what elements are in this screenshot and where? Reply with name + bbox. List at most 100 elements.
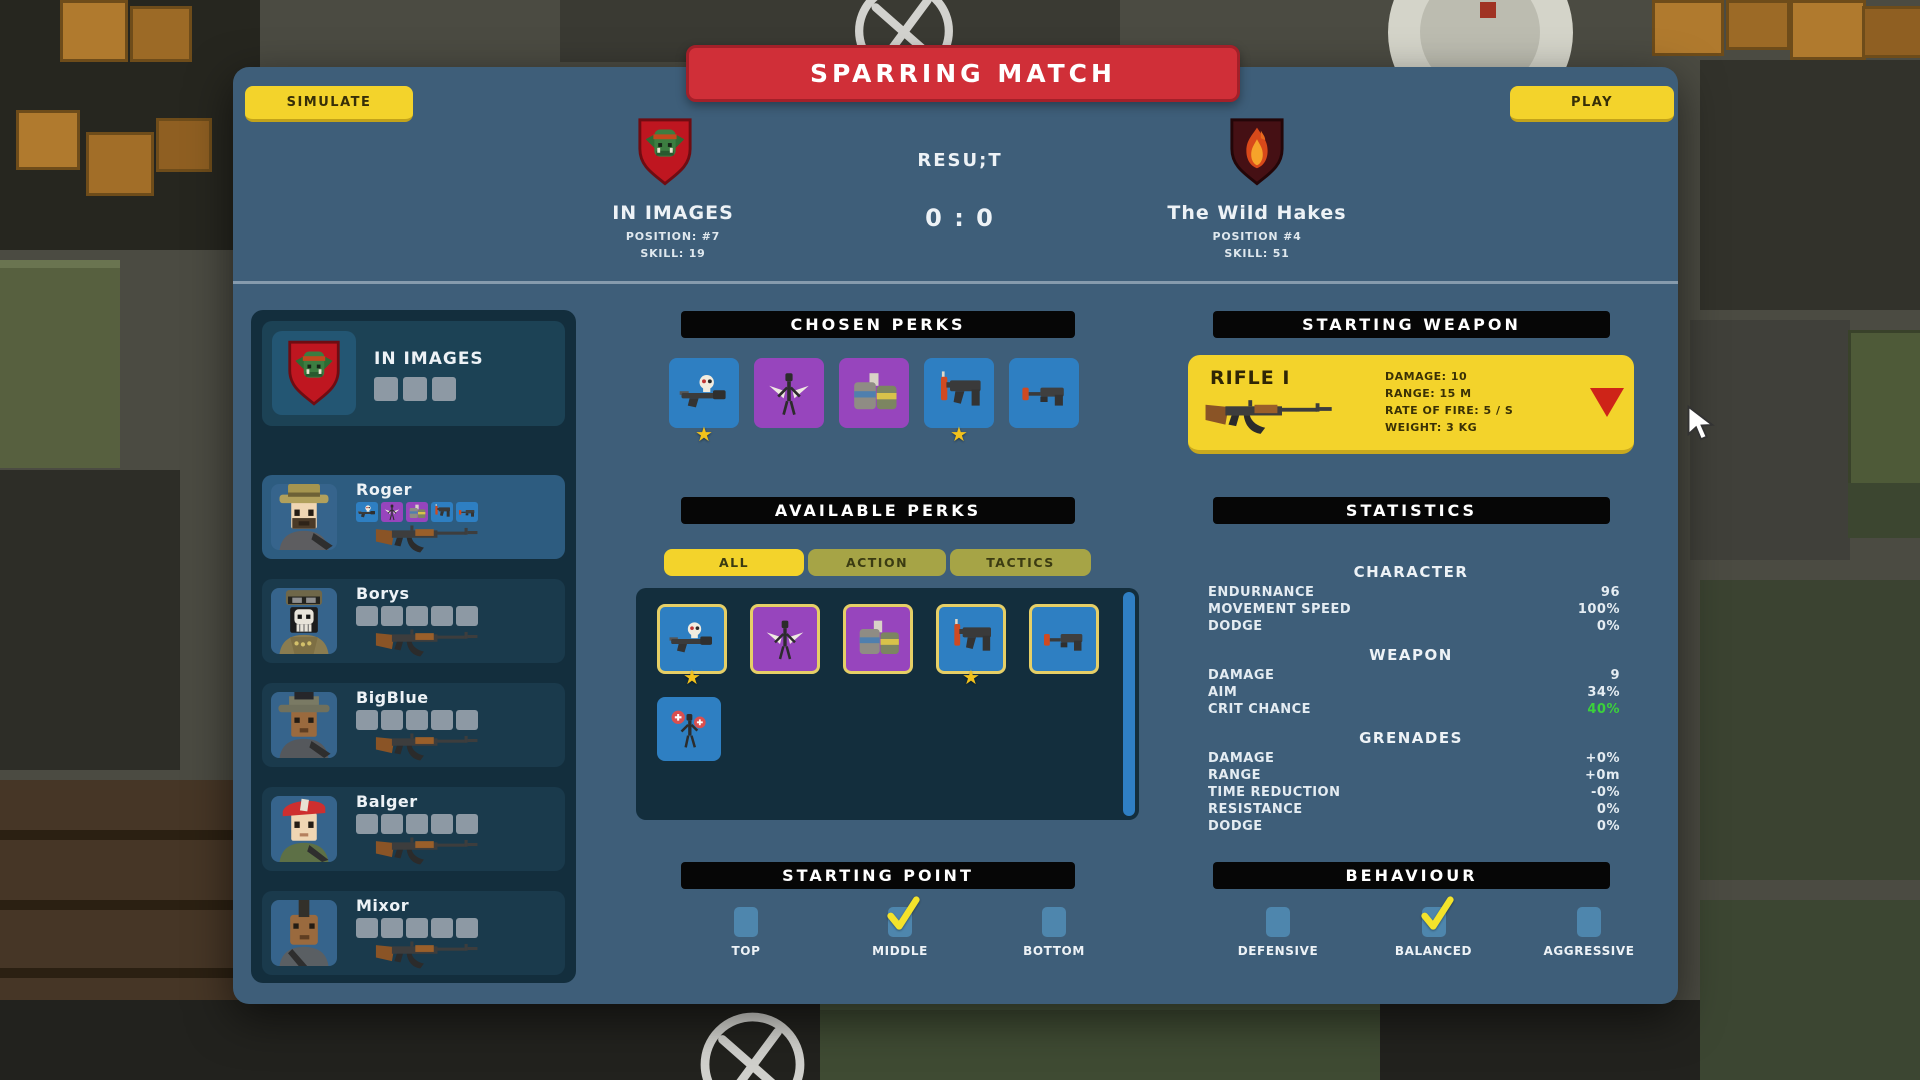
available-perks-panel: ★ ★ — [636, 588, 1139, 820]
crate — [1790, 0, 1866, 60]
perk-star-icon: ★ — [683, 665, 701, 689]
mini-perk-pistol-rocket — [456, 502, 478, 522]
stat-label: DAMAGE — [1208, 751, 1275, 766]
stat-row: TIME REDUCTION -0% — [1196, 784, 1626, 801]
perk-star-icon: ★ — [950, 422, 968, 446]
weapon-stat-weight: WEIGHT: 3 KG — [1385, 421, 1478, 434]
stat-value: 0% — [1596, 802, 1620, 817]
stat-label: CRIT CHANCE — [1208, 702, 1312, 717]
stat-row: DAMAGE 9 — [1196, 667, 1626, 684]
starting-weapon-card[interactable]: RIFLE I DAMAGE: 10 RANGE: 15 M RATE OF F… — [1188, 355, 1634, 454]
weapon-stat-rof: RATE OF FIRE: 5 / S — [1385, 404, 1514, 417]
building-right-bottom — [1700, 580, 1920, 880]
empty-perk-slot — [381, 814, 403, 834]
roster-row-bigblue[interactable]: BigBlue — [262, 683, 565, 767]
perk-tile-ammo-canisters[interactable] — [839, 358, 909, 428]
spray-symbol-bottom — [700, 1012, 805, 1080]
building-left — [0, 260, 120, 468]
stat-value: 34% — [1587, 685, 1620, 700]
checkbox-aggressive[interactable] — [1577, 907, 1601, 937]
option-label: TOP — [731, 944, 761, 958]
stat-value: 96 — [1600, 585, 1620, 600]
stat-row: AIM 34% — [1196, 684, 1626, 701]
ak-rifle-icon — [352, 731, 502, 763]
yard-bottom-right — [1700, 900, 1920, 1080]
stat-value: 9 — [1610, 668, 1620, 683]
page-title: SPARRING MATCH — [810, 59, 1116, 88]
play-button[interactable]: PLAY — [1510, 86, 1674, 122]
roster-row-balger[interactable]: Balger — [262, 787, 565, 871]
perk-tile-skull-rifle[interactable]: ★ — [657, 604, 727, 689]
home-team-block: IN IMAGES POSITION: #7 SKILL: 19 — [543, 202, 803, 260]
option-aggressive: AGGRESSIVE — [1543, 907, 1634, 958]
stat-label: ENDURNANCE — [1208, 585, 1315, 600]
tab-all[interactable]: ALL — [664, 549, 804, 576]
away-team-skill: SKILL: 51 — [1224, 247, 1290, 260]
stat-section-grenades: GRENADES — [1359, 729, 1463, 747]
chosen-perks-row: ★ ★ — [669, 358, 1079, 446]
weapon-name: RIFLE I — [1210, 367, 1291, 389]
stat-row: RANGE +0m — [1196, 767, 1626, 784]
empty-perk-slot — [456, 606, 478, 626]
perk-tile-winged-skeleton[interactable] — [750, 604, 820, 674]
perk-tile-pistol-rocket[interactable] — [1009, 358, 1079, 428]
truck-cab — [1848, 483, 1920, 538]
perks-scrollbar[interactable] — [1123, 592, 1135, 816]
perk-tile-winged-skeleton[interactable] — [754, 358, 824, 428]
roster-row-mixor[interactable]: Mixor — [262, 891, 565, 975]
stat-value: 40% — [1587, 702, 1620, 717]
scaffold-beam — [0, 900, 255, 910]
perk-tile-ammo-canisters[interactable] — [843, 604, 913, 674]
empty-perk-slot — [406, 918, 428, 938]
perk-tile-smg-dynamite[interactable]: ★ — [924, 358, 994, 446]
tank-valve — [1480, 2, 1496, 18]
empty-perk-slot — [431, 710, 453, 730]
player-name: Balger — [356, 792, 418, 811]
perk-tile-medic-skeleton[interactable] — [657, 697, 721, 761]
away-team-position: POSITION #4 — [1212, 230, 1302, 243]
available-perks-header: AVAILABLE PERKS — [681, 497, 1075, 524]
weapon-stat-damage: DAMAGE: 10 — [1385, 370, 1468, 383]
empty-perk-slot — [356, 918, 378, 938]
stat-value: 0% — [1596, 819, 1620, 834]
checkbox-defensive[interactable] — [1266, 907, 1290, 937]
tab-action[interactable]: ACTION — [808, 549, 946, 576]
stat-label: DAMAGE — [1208, 668, 1275, 683]
home-team-position: POSITION: #7 — [625, 230, 721, 243]
roster: Roger Borys BigBlue Balger Mixor — [262, 475, 565, 975]
perk-tile-smg-dynamite[interactable]: ★ — [936, 604, 1006, 689]
ak-rifle-icon — [1204, 393, 1334, 441]
crate — [130, 6, 192, 62]
checkbox-bottom[interactable] — [1042, 907, 1066, 937]
tab-tactics[interactable]: TACTICS — [950, 549, 1091, 576]
perk-star-icon: ★ — [962, 665, 980, 689]
crate — [1726, 0, 1790, 50]
chosen-perks-header: CHOSEN PERKS — [681, 311, 1075, 338]
roster-row-roger[interactable]: Roger — [262, 475, 565, 559]
stat-row: RESISTANCE 0% — [1196, 801, 1626, 818]
result-label: RESU;T — [917, 150, 1003, 171]
empty-perk-slot — [456, 814, 478, 834]
team-header-card[interactable]: IN IMAGES — [262, 321, 565, 426]
crate — [156, 118, 212, 172]
stat-row: ENDURNANCE 96 — [1196, 584, 1626, 601]
perk-tile-pistol-rocket[interactable] — [1029, 604, 1099, 674]
empty-perk-slot — [381, 606, 403, 626]
crate — [16, 110, 80, 170]
home-team-skill: SKILL: 19 — [640, 247, 706, 260]
empty-perk-slot — [406, 710, 428, 730]
checkbox-top[interactable] — [734, 907, 758, 937]
roster-row-borys[interactable]: Borys — [262, 579, 565, 663]
empty-perk-slot — [406, 814, 428, 834]
stat-label: MOVEMENT SPEED — [1208, 602, 1352, 617]
player-portrait — [271, 900, 337, 966]
empty-perk-slot — [381, 918, 403, 938]
match-title-banner: SPARRING MATCH — [686, 45, 1240, 102]
perk-tile-skull-rifle[interactable]: ★ — [669, 358, 739, 446]
simulate-button[interactable]: SIMULATE — [245, 86, 413, 122]
player-name: Mixor — [356, 896, 410, 915]
weapon-dropdown-arrow-icon[interactable] — [1590, 388, 1624, 417]
checkbox-middle[interactable] — [887, 896, 920, 937]
home-team-emblem — [636, 116, 694, 190]
checkbox-balanced[interactable] — [1420, 896, 1454, 937]
